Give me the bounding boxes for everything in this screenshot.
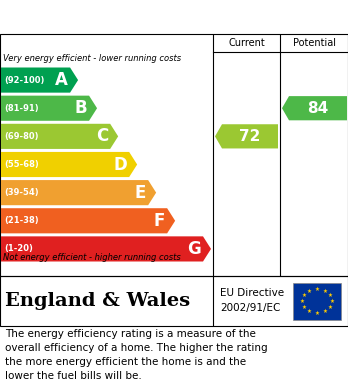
Text: (39-54): (39-54) (4, 188, 39, 197)
Text: 84: 84 (307, 101, 328, 116)
Text: ★: ★ (328, 305, 333, 310)
Polygon shape (1, 68, 78, 93)
Text: B: B (74, 99, 87, 117)
Text: ★: ★ (307, 309, 312, 314)
Polygon shape (215, 124, 278, 149)
Text: C: C (96, 127, 108, 145)
Text: Potential: Potential (293, 38, 335, 48)
Text: E: E (135, 184, 146, 202)
Text: (69-80): (69-80) (4, 132, 39, 141)
Text: EU Directive: EU Directive (220, 289, 284, 298)
Text: ★: ★ (315, 287, 319, 292)
Text: (21-38): (21-38) (4, 216, 39, 225)
Text: Very energy efficient - lower running costs: Very energy efficient - lower running co… (3, 54, 181, 63)
Text: 2002/91/EC: 2002/91/EC (220, 303, 280, 314)
Polygon shape (282, 96, 347, 120)
Text: A: A (55, 71, 68, 89)
Text: Not energy efficient - higher running costs: Not energy efficient - higher running co… (3, 253, 181, 262)
Text: ★: ★ (322, 289, 327, 294)
Polygon shape (1, 152, 137, 177)
Text: Current: Current (228, 38, 265, 48)
Text: ★: ★ (299, 299, 304, 304)
Text: (1-20): (1-20) (4, 244, 33, 253)
Bar (293, 283, 341, 320)
Polygon shape (1, 208, 175, 233)
Text: (81-91): (81-91) (4, 104, 39, 113)
Text: (55-68): (55-68) (4, 160, 39, 169)
Text: F: F (154, 212, 165, 230)
Text: ★: ★ (322, 309, 327, 314)
Text: England & Wales: England & Wales (5, 292, 190, 310)
Text: ★: ★ (301, 305, 306, 310)
Text: The energy efficiency rating is a measure of the
overall efficiency of a home. T: The energy efficiency rating is a measur… (5, 329, 268, 381)
Text: G: G (187, 240, 201, 258)
Text: D: D (113, 156, 127, 174)
Text: ★: ★ (315, 311, 319, 316)
Text: ★: ★ (328, 293, 333, 298)
Polygon shape (1, 236, 211, 262)
Text: ★: ★ (330, 299, 335, 304)
Polygon shape (1, 124, 118, 149)
Text: ★: ★ (301, 293, 306, 298)
Polygon shape (1, 180, 156, 205)
Text: (92-100): (92-100) (4, 75, 45, 84)
Text: Energy Efficiency Rating: Energy Efficiency Rating (10, 9, 220, 25)
Text: ★: ★ (307, 289, 312, 294)
Text: 72: 72 (239, 129, 260, 144)
Polygon shape (1, 96, 97, 121)
